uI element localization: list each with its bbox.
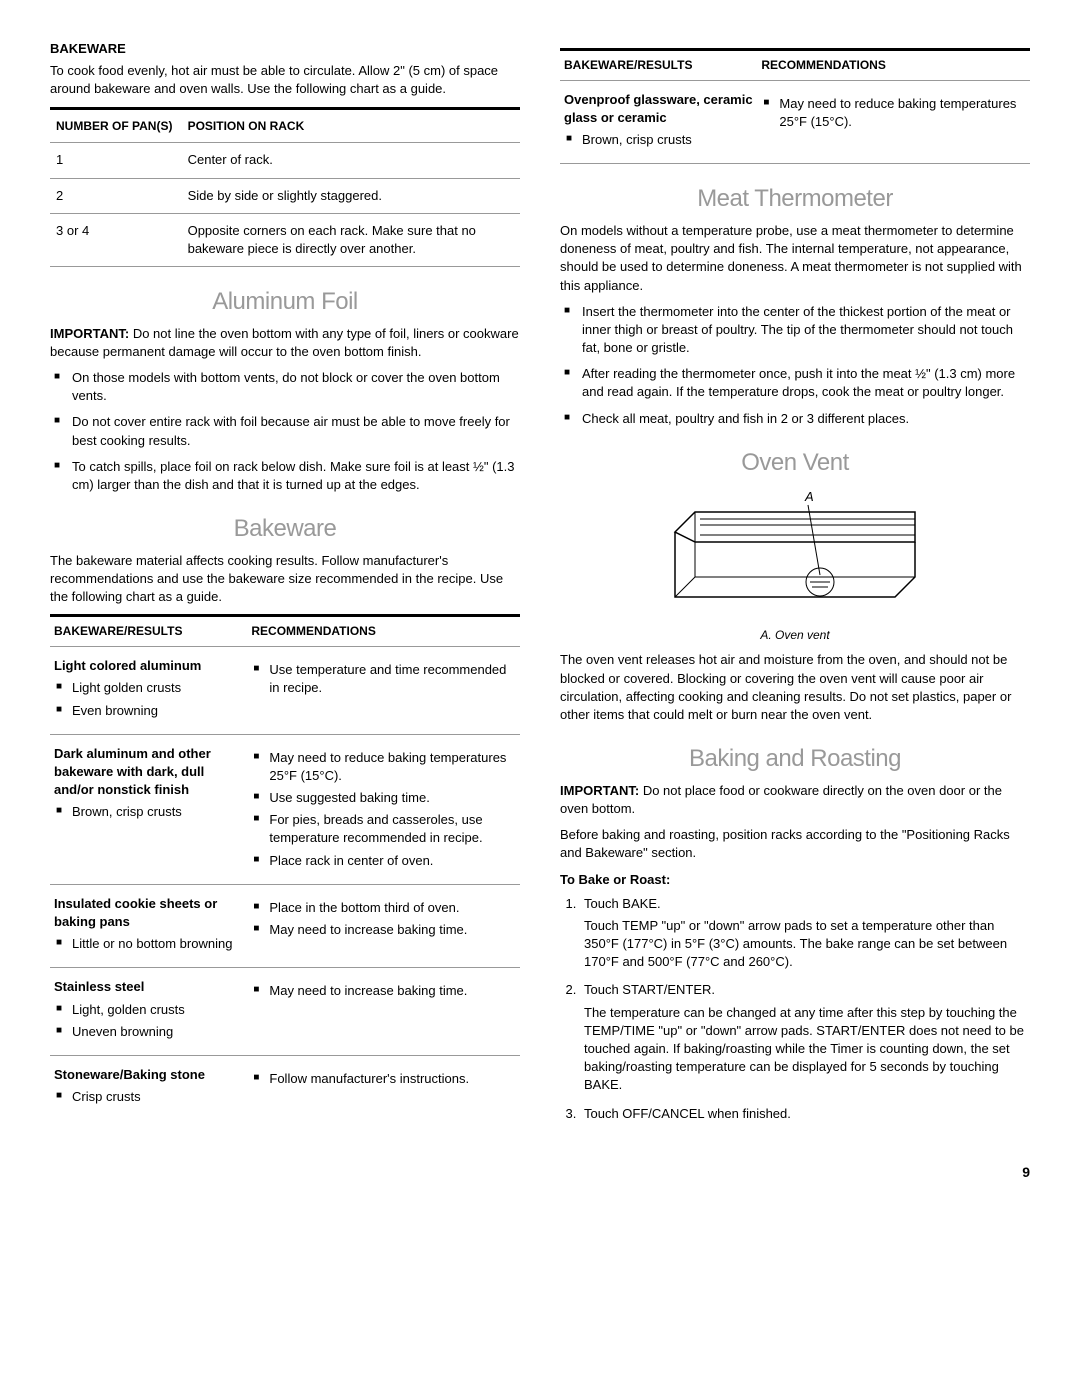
table-row: Insulated cookie sheets or baking pans L… (50, 884, 520, 968)
baking-roasting-heading: Baking and Roasting (560, 742, 1030, 776)
right-column: BAKEWARE/RESULTS RECOMMENDATIONS Ovenpro… (560, 40, 1030, 1133)
oven-vent-heading: Oven Vent (560, 446, 1030, 480)
table-row: 2 Side by side or slightly staggered. (50, 178, 520, 213)
bakeware-section-heading: Bakeware (50, 512, 520, 546)
meat-thermometer-heading: Meat Thermometer (560, 182, 1030, 216)
list-item: Check all meat, poultry and fish in 2 or… (560, 410, 1030, 428)
foil-important: IMPORTANT: Do not line the oven bottom w… (50, 325, 520, 361)
table-row: Stainless steel Light, golden crusts Une… (50, 968, 520, 1056)
bakeware-table-left: BAKEWARE/RESULTS RECOMMENDATIONS Light c… (50, 614, 520, 1120)
list-item: On those models with bottom vents, do no… (50, 369, 520, 405)
table-row: 3 or 4 Opposite corners on each rack. Ma… (50, 213, 520, 266)
table-row: Light colored aluminum Light golden crus… (50, 647, 520, 735)
aluminum-foil-heading: Aluminum Foil (50, 285, 520, 319)
bake-important: IMPORTANT: Do not place food or cookware… (560, 782, 1030, 818)
table-row: Stoneware/Baking stone Crisp crusts Foll… (50, 1055, 520, 1120)
table-row: 1 Center of rack. (50, 143, 520, 178)
bake-steps: Touch BAKE. Touch TEMP "up" or "down" ar… (560, 895, 1030, 1123)
list-item: Do not cover entire rack with foil becau… (50, 413, 520, 449)
bake-subheading: To Bake or Roast: (560, 871, 1030, 889)
oven-vent-icon: A (665, 487, 925, 617)
left-column: BAKEWARE To cook food evenly, hot air mu… (50, 40, 520, 1133)
rack-col1: NUMBER OF PAN(S) (50, 108, 182, 143)
foil-list: On those models with bottom vents, do no… (50, 369, 520, 494)
rack-col2: POSITION ON RACK (182, 108, 520, 143)
rack-table: NUMBER OF PAN(S) POSITION ON RACK 1 Cent… (50, 107, 520, 268)
bakeware-section-intro: The bakeware material affects cooking re… (50, 552, 520, 607)
list-item: After reading the thermometer once, push… (560, 365, 1030, 401)
list-item: Touch BAKE. Touch TEMP "up" or "down" ar… (580, 895, 1030, 972)
bake-pretext: Before baking and roasting, position rac… (560, 826, 1030, 862)
list-item: Touch START/ENTER. The temperature can b… (580, 981, 1030, 1094)
vent-caption: A. Oven vent (560, 627, 1030, 644)
page-columns: BAKEWARE To cook food evenly, hot air mu… (50, 40, 1030, 1133)
list-item: To catch spills, place foil on rack belo… (50, 458, 520, 494)
bakeware-heading: BAKEWARE (50, 40, 520, 58)
list-item: Touch OFF/CANCEL when finished. (580, 1105, 1030, 1123)
bakeware-table-right: BAKEWARE/RESULTS RECOMMENDATIONS Ovenpro… (560, 48, 1030, 164)
table-row: Dark aluminum and other bakeware with da… (50, 734, 520, 884)
vent-text: The oven vent releases hot air and moist… (560, 651, 1030, 724)
oven-vent-diagram: A A. Oven vent (560, 487, 1030, 643)
list-item: Insert the thermometer into the center o… (560, 303, 1030, 358)
svg-text:A: A (804, 489, 814, 504)
bakeware-intro: To cook food evenly, hot air must be abl… (50, 62, 520, 98)
meat-list: Insert the thermometer into the center o… (560, 303, 1030, 428)
meat-intro: On models without a temperature probe, u… (560, 222, 1030, 295)
page-number: 9 (50, 1163, 1030, 1183)
table-row: Ovenproof glassware, ceramic glass or ce… (560, 80, 1030, 164)
